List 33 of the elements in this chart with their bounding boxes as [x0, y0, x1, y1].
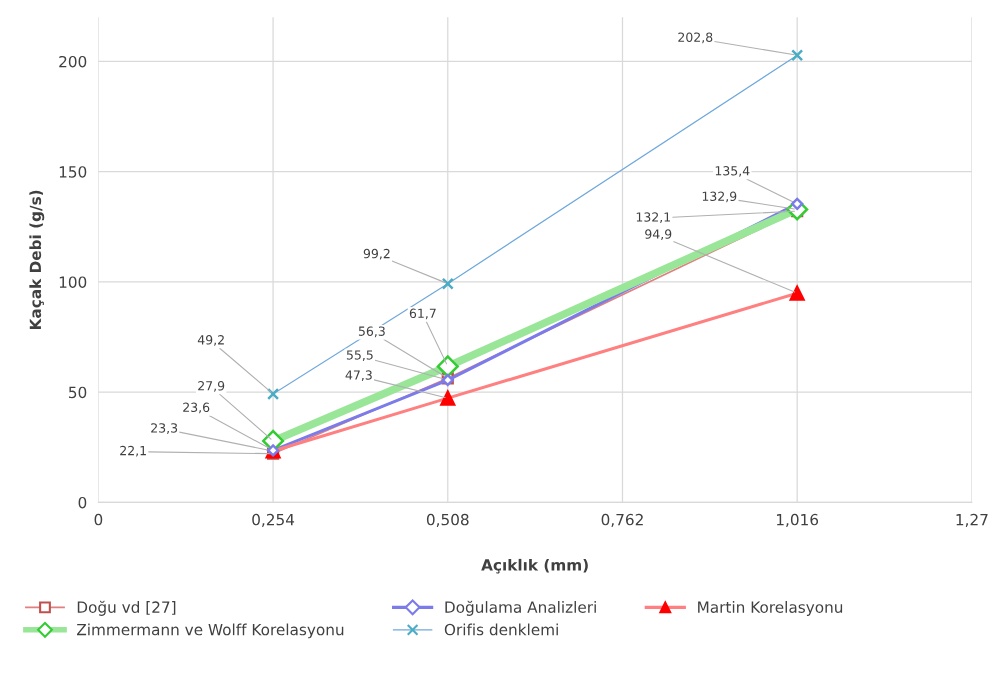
data-label: 23,3 [151, 423, 178, 434]
y-axis-title: Kaçak Debi (g/s) [29, 190, 45, 330]
data-label: 94,9 [645, 229, 672, 241]
data-label: 56,3 [358, 326, 385, 338]
data-label: 202,8 [678, 32, 713, 44]
data-label: 49,2 [197, 335, 224, 346]
data-label: 47,3 [345, 370, 372, 382]
data-label: 22,1 [120, 445, 146, 457]
x-tick-label: 0,254 [252, 513, 295, 527]
x-tick-label: 0,762 [601, 513, 643, 527]
x-tick-label: 1,27 [956, 513, 988, 527]
data-label: 132,9 [702, 191, 737, 203]
legend-label: Orifis denklemi [444, 623, 558, 636]
data-label: 55,5 [346, 350, 373, 361]
y-tick-label: 100 [59, 276, 87, 288]
data-label: 27,9 [198, 381, 225, 392]
y-tick-label: 200 [59, 55, 87, 68]
x-tick-label: 1,016 [776, 513, 819, 527]
data-label: 61,7 [409, 308, 436, 320]
data-label: 23,6 [183, 402, 210, 414]
y-tick-label: 150 [59, 166, 87, 178]
x-tick-label: 0 [94, 513, 103, 526]
data-label: 132,1 [636, 212, 671, 224]
data-label: 135,4 [715, 166, 750, 177]
data-label: 99,2 [363, 248, 390, 260]
y-tick-label: 0 [78, 496, 87, 509]
legend-label: Doğu vd [27] [77, 600, 176, 616]
x-tick-label: 0,508 [426, 513, 469, 527]
legend-label: Martin Korelasyonu [698, 601, 843, 616]
legend-label: Doğulama Analizleri [445, 600, 596, 616]
x-axis-title: Açıklık (mm) [481, 558, 588, 574]
y-tick-label: 50 [69, 386, 87, 399]
legend-label: Zimmermann ve Wolff Korelasyonu [76, 623, 344, 639]
